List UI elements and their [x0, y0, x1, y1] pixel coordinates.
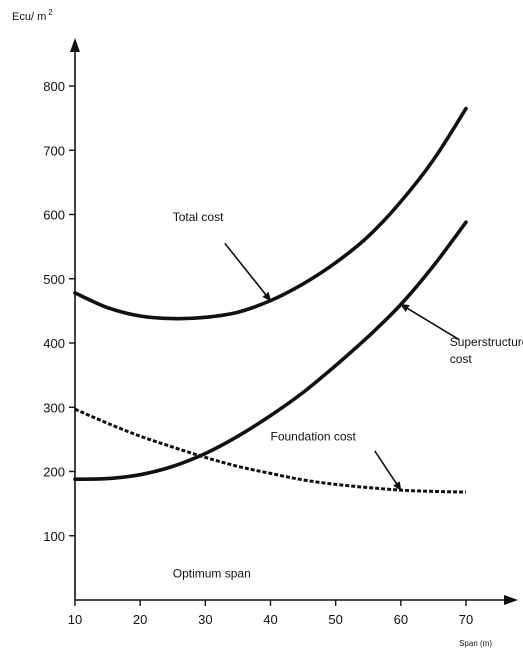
x-tick-label: 10: [68, 612, 82, 627]
y-tick-label: 100: [43, 529, 65, 544]
annotation-line: Foundation cost: [271, 430, 357, 444]
x-tick-label: 60: [394, 612, 408, 627]
x-axis-arrow: [504, 595, 518, 605]
optimum-span-annotation: Optimum span: [173, 567, 251, 581]
x-axis-title: Span (m): [459, 639, 492, 648]
y-tick-label: 200: [43, 465, 65, 480]
foundation-cost-arrow: [374, 450, 402, 491]
y-tick-label: 800: [43, 79, 65, 94]
foundation-cost-annotation: Foundation cost: [271, 430, 357, 444]
y-tick-label: 400: [43, 336, 65, 351]
axis-ticks: 100 200 300 400 500 600 700 800 10 20 30 40 50 60 70: [43, 79, 473, 627]
annotation-line: cost: [450, 352, 473, 366]
superstructure-cost-annotation: Superstructure cost: [450, 335, 523, 366]
total-cost-line: [73, 106, 468, 321]
total-cost-annotation: Total cost: [173, 210, 224, 224]
foundation-cost-line: [74, 407, 467, 494]
x-tick-label: 70: [459, 612, 473, 627]
axes: [70, 38, 518, 605]
x-tick-label: 20: [133, 612, 147, 627]
x-tick-label: 30: [198, 612, 212, 627]
y-axis-title-superscript: 2: [48, 8, 53, 17]
annotation-line: Superstructure: [450, 335, 523, 349]
y-tick-label: 700: [43, 143, 65, 158]
y-axis-arrow: [70, 38, 80, 52]
total-cost-arrow: [224, 242, 272, 302]
superstructure-cost-arrow: [399, 303, 460, 341]
annotation-line: Total cost: [173, 210, 224, 224]
x-tick-label: 50: [328, 612, 342, 627]
annotation-line: Optimum span: [173, 567, 251, 581]
y-tick-label: 300: [43, 400, 65, 415]
y-tick-label: 600: [43, 208, 65, 223]
annotations: Total cost Superstructure cost Foundation c…: [173, 210, 523, 581]
x-tick-label: 40: [263, 612, 277, 627]
y-tick-label: 500: [43, 272, 65, 287]
